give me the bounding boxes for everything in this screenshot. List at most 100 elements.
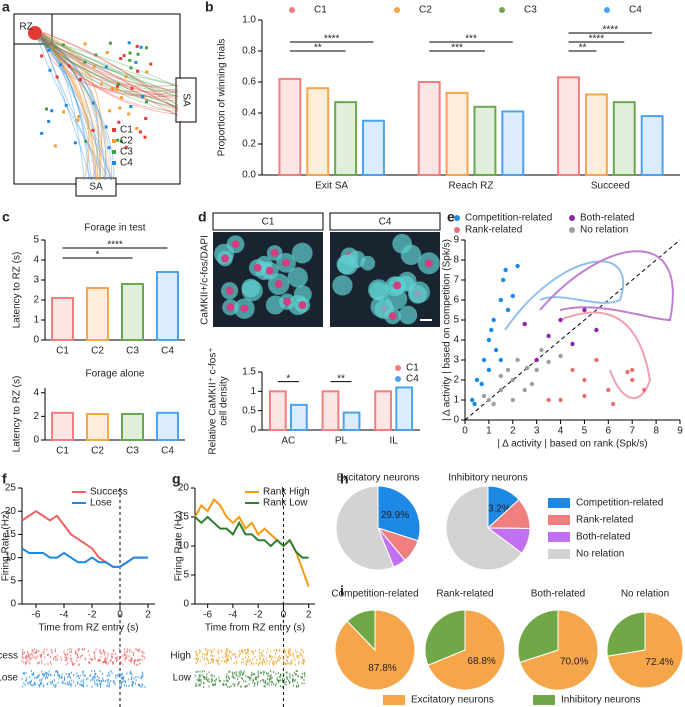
point — [510, 377, 515, 383]
cell — [398, 305, 418, 325]
legend-marker — [395, 365, 401, 371]
position-marker — [62, 110, 66, 114]
x-tick-label: 0 — [462, 426, 468, 437]
trajectory — [41, 37, 113, 181]
position-marker — [104, 125, 108, 129]
bar — [640, 115, 664, 176]
legend-label: C1 — [406, 363, 419, 374]
legend-marker — [604, 7, 610, 13]
x-tick-label: -2 — [88, 610, 97, 621]
cell — [287, 267, 308, 288]
legend-marker — [454, 227, 460, 233]
position-marker — [134, 60, 138, 64]
point — [522, 387, 527, 393]
position-marker — [138, 130, 142, 134]
bar — [278, 77, 302, 176]
significance-label: * — [96, 250, 100, 261]
chart-title: Excitatory neurons — [337, 473, 420, 484]
y-tick-label: 2 — [33, 411, 39, 422]
position-marker — [143, 135, 147, 139]
position-marker — [61, 43, 65, 47]
x-axis-label: Time from RZ entry (s) — [38, 623, 138, 634]
position-marker — [149, 62, 153, 66]
y-tick-label: 25 — [5, 483, 17, 494]
position-marker — [104, 65, 108, 69]
bar — [156, 271, 179, 341]
legend-swatch — [383, 695, 405, 705]
significance-label: **** — [603, 25, 619, 36]
x-tick-label: C1 — [56, 446, 69, 457]
cell-nucleus — [265, 266, 274, 275]
y-tick-label: 5 — [10, 575, 16, 586]
point — [515, 357, 520, 363]
pie-slice — [517, 609, 559, 663]
panel-letter: f — [2, 471, 7, 487]
value-label: 29.9% — [381, 510, 409, 521]
panel-letter: i — [340, 583, 344, 599]
pie-slice — [424, 609, 466, 666]
point — [474, 377, 480, 383]
cell — [408, 281, 431, 304]
significance-label: **** — [324, 34, 340, 45]
pie-slice — [606, 611, 646, 657]
position-marker — [116, 138, 120, 142]
position-marker — [44, 107, 48, 111]
trajectory — [39, 33, 103, 181]
y-tick-label: 2 — [33, 295, 39, 306]
y-tick-label: 0 — [183, 599, 189, 610]
point — [546, 397, 551, 403]
point — [529, 381, 535, 387]
x-tick-label: C2 — [91, 446, 104, 457]
point — [498, 387, 504, 393]
y-tick-label: 1.0 — [242, 15, 256, 26]
trajectory — [42, 38, 179, 112]
position-marker — [129, 105, 133, 109]
legend-label: C1 — [120, 125, 133, 136]
point — [625, 369, 630, 375]
trajectory — [42, 38, 113, 181]
position-marker — [119, 139, 123, 143]
y-axis-label: | Δ activity | based on competition (Spk… — [442, 239, 453, 421]
y-tick-label: 5 — [183, 570, 189, 581]
position-marker — [99, 82, 103, 86]
legend-label: C2 — [120, 136, 133, 147]
y-tick-label: 0.6 — [242, 77, 256, 88]
bar — [445, 91, 469, 176]
significance-label: *** — [465, 34, 477, 45]
legend-label: Rank Low — [263, 498, 308, 509]
trajectory — [40, 33, 179, 96]
x-tick-label: C2 — [91, 346, 104, 357]
legend-marker — [394, 7, 400, 13]
trajectory — [41, 32, 106, 181]
trajectory — [38, 37, 101, 181]
legend-marker — [454, 215, 460, 221]
trajectory — [40, 37, 114, 181]
position-marker — [83, 42, 87, 46]
y-tick-label: 20 — [178, 483, 190, 494]
position-marker — [84, 139, 88, 143]
y-tick-label: 3 — [453, 355, 459, 366]
legend-swatch — [112, 150, 116, 154]
position-marker — [135, 44, 139, 48]
zone-label: RZ — [19, 22, 32, 33]
cell-nucleus — [240, 304, 249, 313]
point — [481, 393, 487, 399]
y-tick-label: 5 — [33, 235, 39, 246]
trajectory — [42, 36, 97, 181]
legend-label: Rank-related — [465, 225, 522, 236]
trajectory — [41, 39, 102, 181]
trajectory — [42, 32, 179, 109]
image-column-title: C4 — [379, 217, 392, 228]
cell — [336, 255, 356, 274]
point — [546, 333, 551, 339]
bar — [121, 283, 144, 341]
chart-title: No relation — [621, 589, 669, 600]
cell — [241, 280, 263, 302]
position-marker — [83, 60, 87, 64]
y-tick-label: 1 — [250, 386, 256, 397]
legend-label: C3 — [524, 5, 537, 16]
position-marker — [47, 48, 51, 52]
position-marker — [53, 45, 57, 49]
pie-slice — [427, 609, 506, 691]
chart-title: Inhibitory neurons — [448, 473, 528, 484]
